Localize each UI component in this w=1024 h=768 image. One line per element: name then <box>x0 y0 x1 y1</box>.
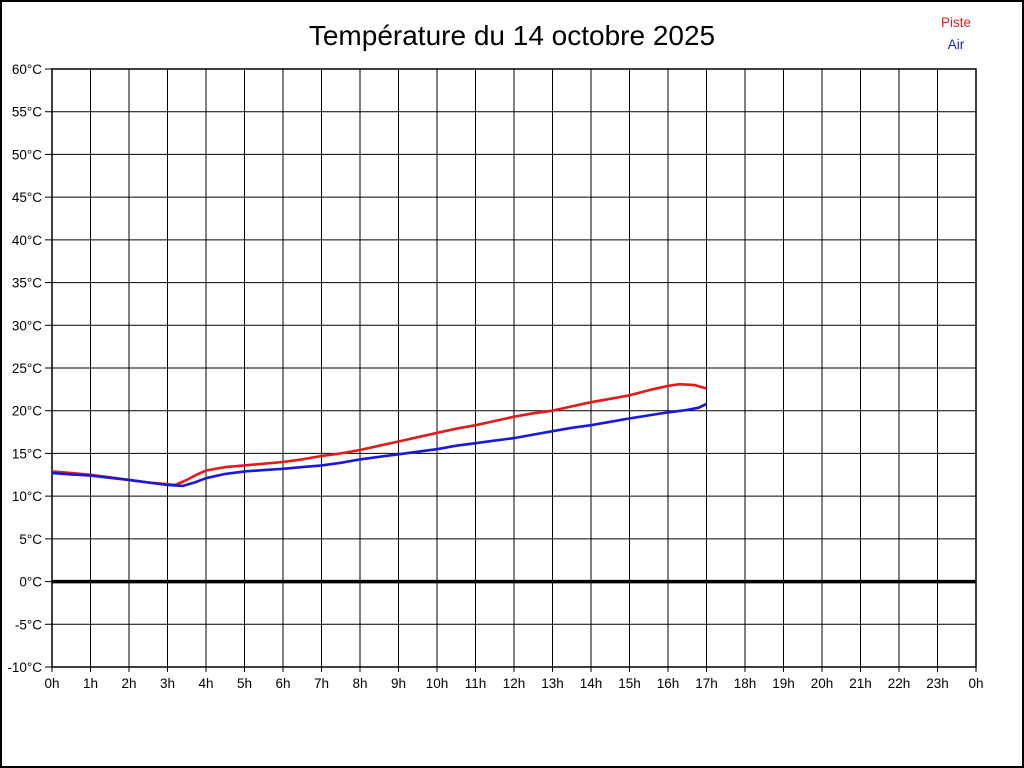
y-axis-label: 30°C <box>12 318 42 333</box>
y-axis-label: 25°C <box>12 361 42 376</box>
y-axis-label: -10°C <box>7 660 42 675</box>
x-axis-label: 19h <box>772 676 795 691</box>
x-axis-label: 4h <box>198 676 213 691</box>
y-axis-label: 15°C <box>12 446 42 461</box>
y-axis-label: 50°C <box>12 147 42 162</box>
x-axis-label: 2h <box>121 676 136 691</box>
x-axis-label: 7h <box>314 676 329 691</box>
y-axis-label: 20°C <box>12 404 42 419</box>
x-axis-label: 0h <box>44 676 59 691</box>
x-axis-label: 20h <box>811 676 834 691</box>
x-axis-label: 21h <box>849 676 872 691</box>
y-axis-label: 5°C <box>19 532 42 547</box>
y-axis-label: 10°C <box>12 489 42 504</box>
y-axis-label: 40°C <box>12 233 42 248</box>
x-axis-label: 6h <box>275 676 290 691</box>
x-axis-label: 13h <box>541 676 564 691</box>
y-axis-label: 60°C <box>12 62 42 77</box>
plot-border <box>51 68 977 668</box>
piste-line <box>51 382 707 487</box>
y-axis-label: 35°C <box>12 276 42 291</box>
x-axis-label: 3h <box>160 676 175 691</box>
y-axis-label: 55°C <box>12 105 42 120</box>
x-axis-label: 17h <box>695 676 718 691</box>
legend-item-piste: Piste <box>940 15 971 30</box>
x-axis-label: 0h <box>968 676 983 691</box>
x-axis-label: 23h <box>926 676 949 691</box>
chart-title: Température du 14 octobre 2025 <box>308 20 716 51</box>
x-axis-label: 1h <box>83 676 98 691</box>
air-line <box>51 402 708 488</box>
x-axis-label: 10h <box>426 676 449 691</box>
x-axis-label: 5h <box>237 676 252 691</box>
y-axis-label: 45°C <box>12 190 42 205</box>
x-axis-label: 8h <box>352 676 367 691</box>
x-axis-label: 12h <box>503 676 526 691</box>
x-axis-label: 18h <box>734 676 757 691</box>
x-axis-label: 11h <box>465 676 487 691</box>
x-axis-label: 22h <box>888 676 911 691</box>
x-axis-label: 16h <box>657 676 680 691</box>
y-axis-label: -5°C <box>15 617 42 632</box>
chart-legend: Piste Air <box>918 12 994 56</box>
x-axis-label: 15h <box>618 676 641 691</box>
x-axis-label: 9h <box>391 676 406 691</box>
y-axis-label: 0°C <box>19 575 42 590</box>
legend-item-air: Air <box>947 37 965 52</box>
x-axis-label: 14h <box>580 676 603 691</box>
